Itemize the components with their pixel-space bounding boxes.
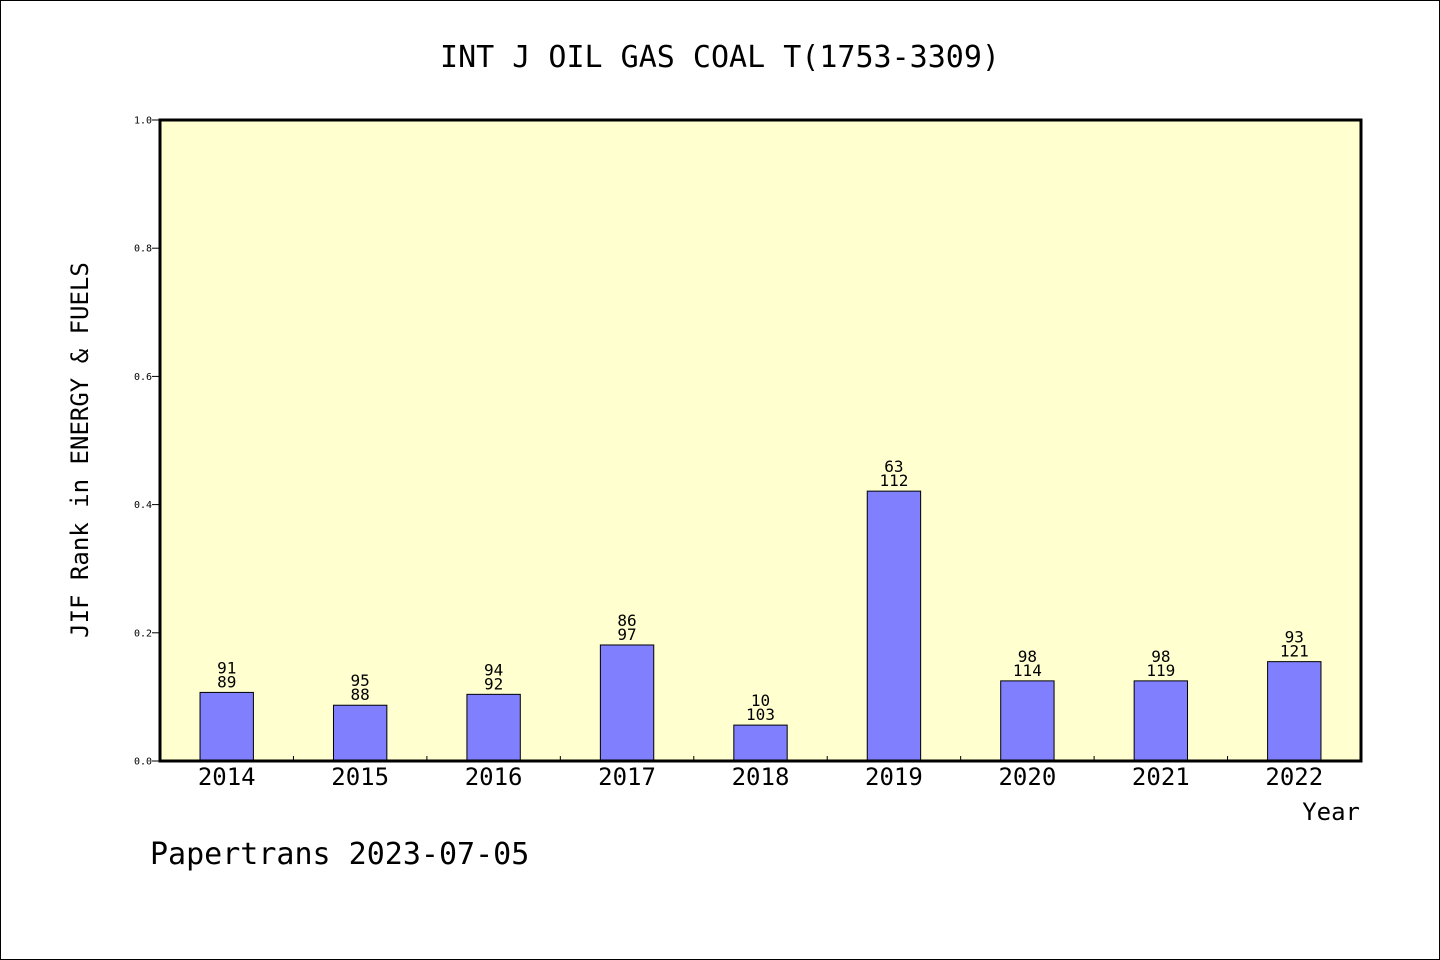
bar-label-top: 95 [351,671,370,690]
y-tick-label: 0.4 [134,500,152,511]
plot-border [158,118,1363,763]
bar-label-top: 91 [217,658,236,677]
bar-2014 [199,691,254,762]
bar-2018 [733,724,788,762]
bar-label-bottom: 88 [351,685,370,704]
y-tick-label: 0.2 [134,628,152,639]
bar-label-bottom: 119 [1146,661,1175,680]
x-tick-label: 2015 [331,763,389,791]
bar-label-bottom: 97 [617,625,636,644]
bar-2019 [866,490,922,762]
bar-label-top: 63 [884,457,903,476]
x-tick-label: 2016 [465,763,523,791]
chart-title: INT J OIL GAS COAL T(1753-3309) [440,40,1000,75]
footer-credit: Papertrans 2023-07-05 [150,837,529,872]
bar-2016 [466,693,521,762]
y-tick-label: 0.8 [134,244,152,255]
bar-label-top: 10 [751,691,770,710]
bar-2015 [332,704,388,762]
x-axis-ticks: 2014 2015 2016 2017 2018 2019 2020 2021 2022 [198,756,1323,791]
x-axis-label: Year [1302,798,1360,826]
bar-label-top: 98 [1151,647,1170,666]
y-axis-label: JIF Rank in ENERGY & FUELS [66,262,94,638]
x-tick-label: 2022 [1265,763,1323,791]
y-axis-ticks: 0.0 0.2 0.4 0.6 0.8 1.0 [134,116,160,768]
y-tick-label: 1.0 [134,116,152,127]
bar-label-top: 86 [617,611,636,630]
x-tick-label: 2021 [1132,763,1190,791]
plot-area [160,120,1361,761]
bar-2017 [599,644,655,762]
bar-label-bottom: 114 [1013,661,1042,680]
bar-2022 [1267,661,1322,762]
bar-label-top: 98 [1018,647,1037,666]
x-tick-label: 2020 [998,763,1056,791]
bar-label-bottom: 121 [1280,642,1309,661]
x-tick-label: 2014 [198,763,256,791]
y-tick-label: 0.6 [134,372,152,383]
bar-label-bottom: 112 [879,471,908,490]
y-tick-label: 0.0 [134,757,152,768]
bar-label-top: 93 [1285,628,1304,647]
bar-label-bottom: 103 [746,705,775,724]
bars-group [199,490,1322,762]
x-tick-label: 2017 [598,763,656,791]
bar-label-bottom: 89 [217,672,236,691]
bar-label-bottom: 92 [484,674,503,693]
bar-2021 [1133,680,1189,762]
bar-2020 [1000,680,1055,762]
x-tick-label: 2019 [865,763,923,791]
x-tick-label: 2018 [732,763,790,791]
bar-label-top: 94 [484,660,503,679]
